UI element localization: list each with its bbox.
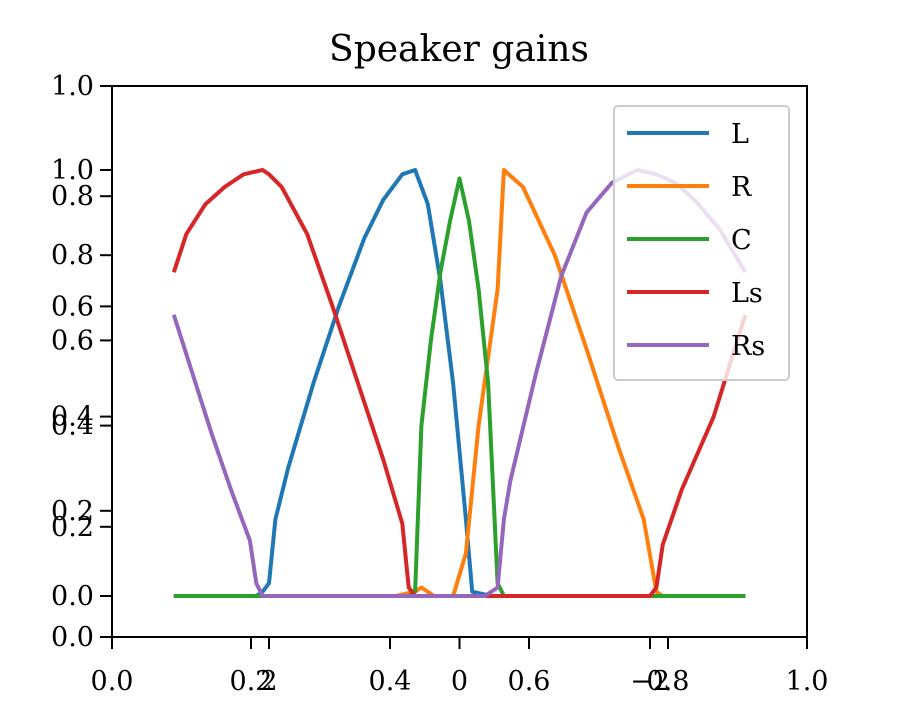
outer-y-tick-label: 0.0 [51, 622, 94, 653]
outer-y-tick-label: 1.0 [51, 71, 94, 102]
chart-title: Speaker gains [329, 29, 589, 70]
series-layer [171, 168, 748, 598]
inner-y-tick-label: 0.6 [51, 325, 94, 356]
inner-y-tick-label: 0.4 [51, 411, 94, 442]
legend-label-ls: Ls [731, 278, 763, 309]
legend-label-rs: Rs [731, 331, 765, 362]
ticks-layer: 0.00.20.40.60.81.00.00.20.40.60.81.00.0 0… [51, 71, 828, 697]
outer-y-tick-label: 0.4 [51, 402, 94, 433]
inner-y-tick-label: 0.2 [51, 496, 94, 527]
inner-y-tick-label: 0.0 [51, 581, 94, 612]
inner-y-tick-label: 0.8 [51, 240, 94, 271]
outer-x-tick-label: 0.0 [91, 666, 134, 697]
inner-x-tick-label: 2 [260, 666, 277, 697]
legend-box [613, 105, 790, 381]
series-line-r [173, 168, 746, 598]
outer-y-tick-label: 0.2 [51, 512, 94, 543]
legend: LRC Ls Rs [613, 105, 790, 381]
outer-y-tick-label: 0.8 [51, 181, 94, 212]
legend-label-l: L [731, 119, 749, 150]
series-line-ls [171, 168, 748, 598]
inner-x-tick-label: 0 [451, 666, 468, 697]
legend-label-c: C [731, 225, 752, 256]
outer-x-tick-label: 0.4 [369, 666, 412, 697]
outer-x-tick-label: 0.8 [647, 666, 690, 697]
legend-label-r: R [731, 172, 752, 203]
outer-y-tick-label: 0.6 [51, 291, 94, 322]
outer-x-tick-label: 0.6 [508, 666, 551, 697]
inner-x-tick-label: −2 [630, 666, 670, 697]
outer-x-tick-label: 0.2 [230, 666, 273, 697]
inner-y-tick-label: 1.0 [51, 155, 94, 186]
outer-x-tick-label: 1.0 [786, 666, 829, 697]
